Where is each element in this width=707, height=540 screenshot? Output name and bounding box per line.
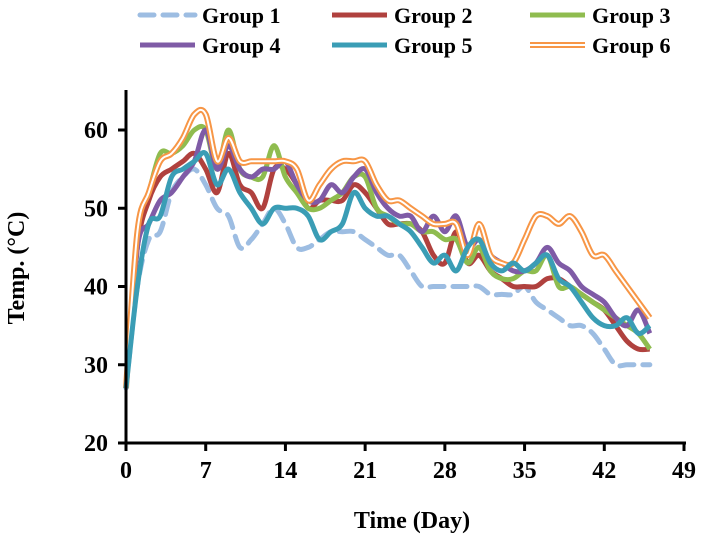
legend-item: Group 3 [530,3,670,28]
legend-item: Group 6 [530,33,670,58]
x-tick-label: 0 [120,458,132,484]
legend-item: Group 4 [140,33,280,58]
x-tick-label: 7 [200,458,212,484]
x-axis-label: Time (Day) [354,508,470,534]
y-tick-label: 50 [84,196,108,222]
x-tick-label: 49 [672,458,696,484]
legend-item: Group 5 [332,33,472,58]
legend-label: Group 3 [592,3,670,28]
y-axis-label: Temp. (°C) [4,212,30,325]
axis-ticks: 0 7 14 21 28 35 42 49 20 30 40 50 60 [84,118,696,484]
x-tick-label: 35 [513,458,537,484]
plot-lines [123,106,653,391]
series-line-group-6-inner [125,108,651,389]
y-tick-label: 40 [84,275,108,301]
x-tick-label: 42 [592,458,616,484]
series-line-group-5 [123,150,652,389]
series-line-group-1 [123,166,653,391]
x-tick-label: 14 [273,458,297,484]
legend-item: Group 1 [137,3,280,28]
legend-label: Group 6 [592,33,670,58]
x-tick-label: 21 [353,458,377,484]
legend-label: Group 4 [202,33,280,58]
legend-label: Group 1 [202,3,280,28]
y-tick-label: 60 [84,118,108,144]
legend-item: Group 2 [332,3,472,28]
x-tick-label: 28 [433,458,457,484]
y-tick-label: 30 [84,353,108,379]
y-tick-label: 20 [84,431,108,457]
legend-label: Group 5 [394,33,472,58]
legend-label: Group 2 [394,3,472,28]
legend: Group 1 Group 2 Group 3 Group 4 Group 5 Group… [137,3,670,58]
